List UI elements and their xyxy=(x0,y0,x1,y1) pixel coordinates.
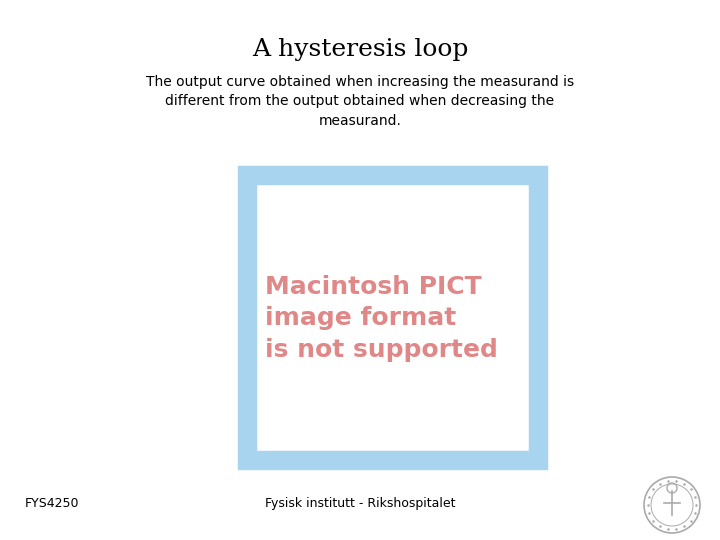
Text: FYS4250: FYS4250 xyxy=(25,497,79,510)
Text: The output curve obtained when increasing the measurand is
different from the ou: The output curve obtained when increasin… xyxy=(146,75,574,128)
Text: Fysisk institutt - Rikshospitalet: Fysisk institutt - Rikshospitalet xyxy=(265,497,455,510)
Bar xyxy=(247,175,538,460)
Text: Macintosh PICT
image format
is not supported: Macintosh PICT image format is not suppo… xyxy=(265,275,498,362)
Text: A hysteresis loop: A hysteresis loop xyxy=(252,38,468,61)
